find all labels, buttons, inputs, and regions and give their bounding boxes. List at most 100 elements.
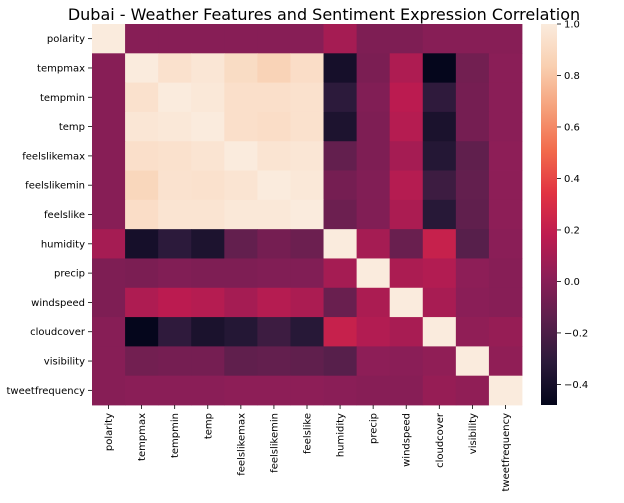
- heatmap-cell-tempmax-tempmax: [125, 53, 159, 84]
- heatmap-cell-precip-temp: [191, 258, 225, 289]
- heatmap-cell-tempmin-cloudcover: [422, 82, 457, 113]
- heatmap-cell-precip-feelslikemax: [224, 258, 258, 289]
- y-tick-label-humidity: humidity: [41, 239, 85, 250]
- heatmap-cell-temp-feelslikemax: [224, 111, 258, 142]
- heatmap-cell-tempmin-feelslikemin: [257, 82, 291, 113]
- y-tick-label-precip: precip: [54, 269, 85, 280]
- heatmap-cell-feelslikemin-cloudcover: [422, 170, 457, 201]
- heatmap-cell-cloudcover-cloudcover: [422, 317, 457, 347]
- heatmap-cell-temp-humidity: [323, 111, 358, 142]
- heatmap-cell-feelslikemin-precip: [356, 170, 391, 201]
- heatmap-cell-tweetfrequency-polarity: [92, 375, 126, 406]
- heatmap-cell-polarity-windspeed: [389, 24, 424, 54]
- heatmap-cell-cloudcover-visibility: [455, 317, 490, 347]
- y-tick-label-tweetfrequency: tweetfrequency: [7, 386, 86, 397]
- heatmap-cell-feelslikemax-tempmin: [158, 141, 192, 171]
- heatmap-cell-tweetfrequency-feelslikemin: [257, 375, 291, 406]
- heatmap-cell-precip-feelslikemin: [257, 258, 291, 289]
- colorbar-tick-label: 0.8: [564, 71, 580, 82]
- heatmap-cell-feelslikemax-temp: [191, 141, 225, 171]
- y-tick-label-windspeed: windspeed: [31, 298, 85, 309]
- heatmap-cell-temp-precip: [356, 111, 391, 142]
- heatmap-cell-humidity-visibility: [455, 229, 490, 259]
- heatmap-cell-polarity-tempmin: [158, 24, 192, 54]
- heatmap-cell-windspeed-tweetfrequency: [488, 287, 523, 318]
- y-tick-label-feelslike: feelslike: [44, 210, 85, 221]
- heatmap-cell-cloudcover-tweetfrequency: [488, 317, 523, 347]
- heatmap-cell-tempmax-humidity: [323, 53, 358, 84]
- heatmap-cell-feelslikemax-visibility: [455, 141, 490, 171]
- y-tick-label-feelslikemin: feelslikemin: [25, 181, 85, 192]
- heatmap-cell-feelslike-feelslikemin: [257, 199, 291, 230]
- heatmap-cell-precip-windspeed: [389, 258, 424, 289]
- colorbar-tick-label: 0.0: [564, 277, 580, 288]
- y-tick-label-tempmax: tempmax: [37, 63, 85, 74]
- heatmap-cell-feelslike-polarity: [92, 199, 126, 230]
- x-tick-label-precip: precip: [369, 413, 380, 444]
- heatmap-cell-tempmin-polarity: [92, 82, 126, 113]
- heatmap-cell-polarity-cloudcover: [422, 24, 457, 54]
- heatmap-cell-feelslikemin-visibility: [455, 170, 490, 201]
- heatmap-cell-feelslike-cloudcover: [422, 199, 457, 230]
- heatmap-cell-feelslike-tempmax: [125, 199, 159, 230]
- heatmap-cell-visibility-tempmin: [158, 346, 192, 377]
- heatmap-cell-visibility-tempmax: [125, 346, 159, 377]
- heatmap-cell-feelslikemax-polarity: [92, 141, 126, 171]
- heatmap-cell-precip-humidity: [323, 258, 358, 289]
- heatmap-cell-polarity-feelslikemax: [224, 24, 258, 54]
- heatmap-cell-temp-feelslike: [290, 111, 324, 142]
- heatmap-cell-temp-visibility: [455, 111, 490, 142]
- heatmap-cells: [92, 24, 523, 406]
- heatmap-cell-windspeed-windspeed: [389, 287, 424, 318]
- x-tick-label-tweetfrequency: tweetfrequency: [501, 413, 512, 492]
- heatmap-cell-tweetfrequency-temp: [191, 375, 225, 406]
- heatmap-cell-polarity-tweetfrequency: [488, 24, 523, 54]
- heatmap-cell-temp-tweetfrequency: [488, 111, 523, 142]
- heatmap-cell-feelslikemax-humidity: [323, 141, 358, 171]
- heatmap-cell-feelslikemax-tempmax: [125, 141, 159, 171]
- heatmap-cell-precip-precip: [356, 258, 391, 289]
- heatmap-cell-feelslikemin-temp: [191, 170, 225, 201]
- heatmap-cell-humidity-tempmax: [125, 229, 159, 259]
- heatmap-cell-precip-cloudcover: [422, 258, 457, 289]
- colorbar-tick-label: 0.6: [564, 122, 580, 133]
- heatmap-cell-cloudcover-polarity: [92, 317, 126, 347]
- heatmap-cell-windspeed-polarity: [92, 287, 126, 318]
- heatmap-cell-tempmax-polarity: [92, 53, 126, 84]
- heatmap-cell-tempmin-temp: [191, 82, 225, 113]
- heatmap-cell-polarity-polarity: [92, 24, 126, 54]
- heatmap-cell-cloudcover-feelslikemax: [224, 317, 258, 347]
- heatmap-cell-feelslikemin-tempmax: [125, 170, 159, 201]
- heatmap-cell-feelslike-feelslike: [290, 199, 324, 230]
- heatmap-cell-tempmax-feelslikemin: [257, 53, 291, 84]
- heatmap-cell-windspeed-tempmax: [125, 287, 159, 318]
- heatmap-cell-tempmin-visibility: [455, 82, 490, 113]
- heatmap-cell-tempmax-tweetfrequency: [488, 53, 523, 84]
- heatmap-cell-windspeed-temp: [191, 287, 225, 318]
- heatmap-cell-feelslike-feelslikemax: [224, 199, 258, 230]
- colorbar-tick-label: −0.4: [564, 380, 588, 391]
- heatmap-cell-cloudcover-windspeed: [389, 317, 424, 347]
- heatmap-cell-tempmax-feelslikemax: [224, 53, 258, 84]
- heatmap-cell-temp-cloudcover: [422, 111, 457, 142]
- heatmap-cell-polarity-humidity: [323, 24, 358, 54]
- heatmap-cell-humidity-feelslike: [290, 229, 324, 259]
- heatmap-cell-humidity-polarity: [92, 229, 126, 259]
- heatmap-cell-humidity-tweetfrequency: [488, 229, 523, 259]
- heatmap-cell-humidity-feelslikemax: [224, 229, 258, 259]
- colorbar-gradient: [541, 24, 557, 405]
- heatmap-cell-tempmax-feelslike: [290, 53, 324, 84]
- y-tick-label-cloudcover: cloudcover: [30, 327, 86, 338]
- heatmap-cell-feelslike-tweetfrequency: [488, 199, 523, 230]
- heatmap-cell-humidity-windspeed: [389, 229, 424, 259]
- heatmap-cell-humidity-tempmin: [158, 229, 192, 259]
- heatmap-cell-feelslikemin-feelslikemin: [257, 170, 291, 201]
- heatmap-cell-temp-tempmin: [158, 111, 192, 142]
- heatmap-cell-temp-polarity: [92, 111, 126, 142]
- colorbar-tick-label: 0.4: [564, 174, 580, 185]
- heatmap-cell-feelslikemin-polarity: [92, 170, 126, 201]
- chart-title: Dubai - Weather Features and Sentiment E…: [68, 5, 580, 24]
- x-tick-label-humidity: humidity: [336, 413, 347, 457]
- heatmap-cell-cloudcover-humidity: [323, 317, 358, 347]
